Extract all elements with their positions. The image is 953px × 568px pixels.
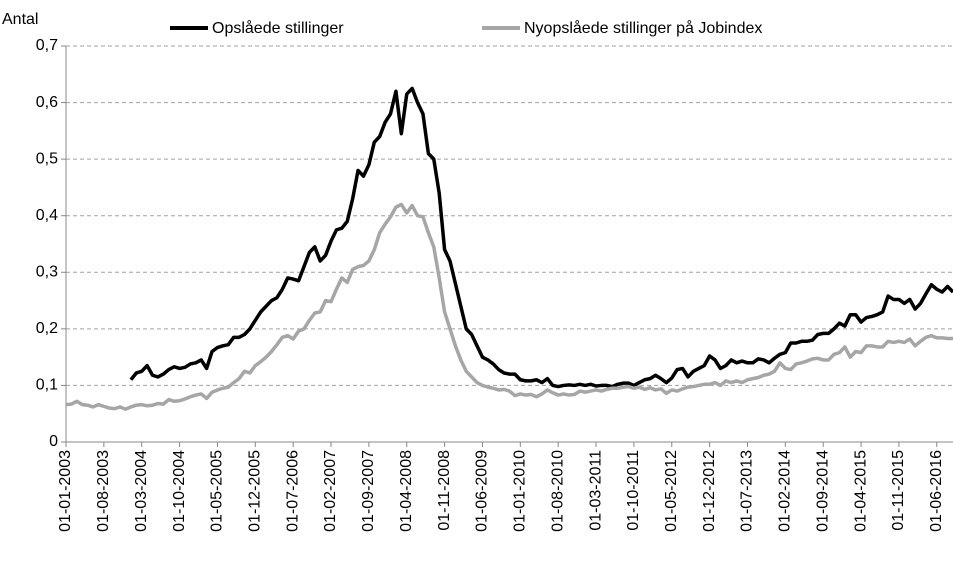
y-axis-label: Antal	[2, 11, 38, 28]
y-tick-label: 0	[49, 433, 58, 450]
x-tick-label: 01-03-2011	[587, 450, 604, 531]
x-tick-label: 01-09-2007	[360, 450, 377, 532]
x-tick-label: 01-12-2005	[247, 450, 264, 532]
x-tick-label: 01-11-2015	[890, 450, 907, 531]
x-tick-label: 01-02-2007	[322, 450, 339, 532]
legend-label: Nyopslåede stillinger på Jobindex	[524, 19, 762, 37]
legend-label: Opslåede stillinger	[212, 19, 344, 37]
series-line	[129, 86, 953, 389]
x-tick-label: 01-04-2015	[852, 450, 869, 532]
x-tick-label: 01-11-2008	[436, 450, 453, 531]
y-tick-label: 0,4	[36, 207, 58, 224]
x-tick-label: 01-06-2016	[928, 450, 945, 532]
x-tick-label: 01-12-2012	[701, 450, 718, 532]
x-tick-label: 01-10-2011	[625, 450, 642, 531]
x-tick-label: 01-09-2014	[814, 450, 831, 532]
x-tick-label: 01-04-2008	[398, 450, 415, 532]
x-tick-label: 01-10-2004	[171, 450, 188, 532]
series-line	[65, 202, 953, 411]
x-tick-label: 01-05-2012	[663, 450, 680, 532]
x-tick-label: 01-05-2005	[209, 450, 226, 532]
x-tick-label: 01-01-2003	[57, 450, 74, 532]
x-tick-label: 01-03-2004	[133, 450, 150, 532]
x-tick-label: 01-08-2010	[549, 450, 566, 532]
x-tick-label: 01-02-2014	[777, 450, 794, 532]
x-tick-label: 01-01-2010	[512, 450, 529, 532]
y-tick-label: 0,1	[36, 377, 58, 394]
x-tick-label: 01-08-2003	[95, 450, 112, 532]
y-tick-label: 0,7	[36, 37, 58, 54]
y-tick-label: 0,3	[36, 264, 58, 281]
x-tick-label: 01-06-2009	[474, 450, 491, 532]
y-tick-label: 0,2	[36, 320, 58, 337]
x-tick-label: 01-07-2013	[739, 450, 756, 532]
x-tick-label: 01-07-2006	[284, 450, 301, 532]
y-tick-label: 0,5	[36, 150, 58, 167]
y-tick-label: 0,6	[36, 94, 58, 111]
